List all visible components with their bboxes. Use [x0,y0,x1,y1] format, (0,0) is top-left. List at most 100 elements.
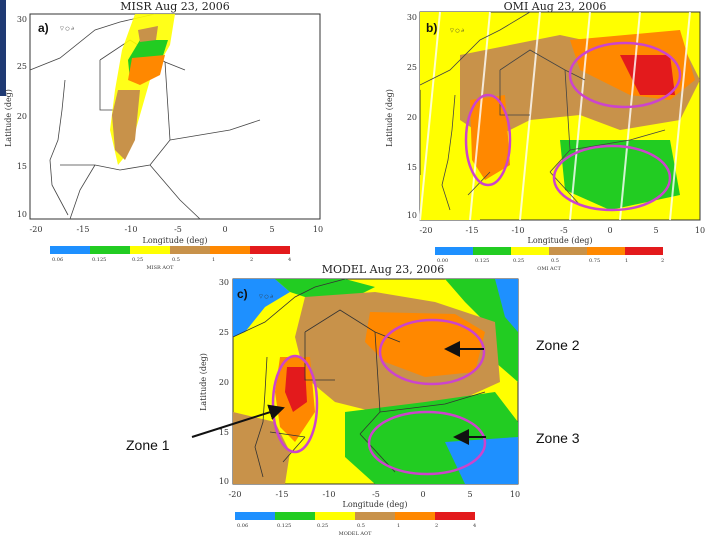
panel-b-coastline [419,11,531,211]
panel-b-colorbar: 0.00 0.125 0.25 0.5 0.75 1 2 OMI ACT [435,247,664,272]
panel-b-gap-1 [419,11,441,221]
panel-c-cb-brown [355,512,395,520]
panel-c-title: MODEL Aug 23, 2006 [322,263,444,276]
panel-c-cb-title: MODEL AOT [339,531,372,537]
panel-a-cb-tick-6: 2 [250,257,253,263]
panel-c-borders [269,309,486,473]
panel-b-gap-2 [469,11,491,221]
panel-c-field-green-ne [445,279,518,382]
panel-b-xtick-2: -15 [466,226,479,235]
panel-a-cb-tick-2: 0.125 [92,257,106,263]
panel-b-cb-tick-2: 0.125 [475,258,489,264]
panel-c-xtick-4: -5 [372,490,380,499]
panel-b-title: OMI Aug 23, 2006 [504,0,607,13]
panel-a-cb-tick-4: 0.5 [172,257,180,263]
panel-c-cb-green [275,512,315,520]
panel-a-ytick-5: 10 [17,210,27,219]
panel-c-cb-tick-3: 0.25 [317,523,328,529]
panel-b-cb-tick-6: 1 [625,258,628,264]
panel-a-coastline [29,13,156,216]
panel-a-ytick-2: 25 [17,62,27,71]
panel-c-ytick-2: 25 [219,328,229,337]
panel-b-borders [467,49,666,206]
panel-c-cb-tick-4: 0.5 [357,523,365,529]
panel-a-plot-area [29,13,321,220]
panel-a-xtick-6: 5 [269,225,274,234]
panel-a-swath-brown-north [138,26,158,42]
panel-c-field-red-w [285,367,307,412]
panel-b-cb-tick-5: 0.75 [589,258,600,264]
panel-b-xtick-5: 0 [607,226,612,235]
panel-c-north-mark: ▽ ○ ∂ [259,294,273,300]
panel-a-cb-blue [50,246,90,254]
panel-a-xlabel: Longitude (deg) [143,236,208,245]
panel-a-xtick-7: 10 [313,225,323,234]
panel-a-xtick-1: -20 [30,225,43,234]
panel-c-field-blue-nw [233,279,290,337]
panel-a-ytick-3: 20 [17,112,27,121]
panel-b-gap-3 [519,11,541,221]
panel-a-yticks: 30 25 20 15 10 [17,15,27,219]
panel-b-xtick-7: 10 [695,226,705,235]
panel-b-xtick-6: 5 [653,226,658,235]
panel-b-cb-red [625,247,663,255]
panel-c-cb-orange [395,512,435,520]
panel-c-cb-tick-5: 1 [397,523,400,529]
panel-c-zone1-ellipse [271,354,319,454]
panel-a-cb-tick-5: 1 [212,257,215,263]
panel-a-title: MISR Aug 23, 2006 [120,0,229,13]
panel-b-cb-orange [587,247,625,255]
panel-b-field-red-ne [620,55,675,95]
panel-c-cb-yellow [315,512,355,520]
slide-accent-bar [0,0,6,96]
panel-b-cb-yellow [511,247,549,255]
panel-c-svg: MODEL Aug 23, 2006 c) ▽ ○ ∂ -20 -15 -10 … [199,263,521,537]
panel-b-field-yellow-sw [420,175,480,220]
panel-a-cb-yellow [130,246,170,254]
panel-b-omi: OMI Aug 23, 2006 b) ▽ ○ ∂ -20 -15 -10 [380,0,710,275]
panel-b-cb-tick-3: 0.25 [513,258,524,264]
panel-b-north-mark: ▽ ○ ∂ [450,28,464,34]
panel-b-xtick-4: -5 [560,226,568,235]
panel-b-gap-4 [569,11,591,221]
panel-a-swath-brown [112,90,140,160]
panel-b-zone3-ellipse [552,144,672,212]
panel-a-cb-tick-7: 4 [288,257,291,263]
panel-b-gap-6 [669,11,691,221]
panel-b-gap-5 [619,11,641,221]
panel-a-xtick-3: -10 [125,225,138,234]
panel-b-cb-tick-4: 0.5 [551,258,559,264]
panel-b-ytick-4: 15 [407,163,417,172]
panel-a-xtick-5: 0 [222,225,227,234]
panel-b-ytick-3: 20 [407,113,417,122]
panel-a-swath-orange [128,55,165,85]
zone1-label: Zone 1 [126,437,170,453]
zone3-label: Zone 3 [536,430,580,446]
panel-c-xtick-3: -10 [323,490,336,499]
panel-c-ytick-3: 20 [219,378,229,387]
panel-c-ytick-5: 10 [219,477,229,486]
panel-a-misr: MISR Aug 23, 2006 a) ▽ ○ ∂ -20 -15 -10 -… [0,0,330,275]
panel-a-cb-tick-3: 0.25 [132,257,143,263]
panel-b-label: b) [426,21,437,35]
panel-b-swath-gaps [419,11,691,221]
panel-c-cb-tick-6: 2 [435,523,438,529]
panel-b-zone2-ellipse [568,41,682,109]
panel-c-cb-tick-1: 0.06 [237,523,248,529]
panel-a-xticks: -20 -15 -10 -5 0 5 10 [30,225,324,234]
panel-b-zone1-ellipse [464,93,512,187]
panel-a-ylabel: Latitude (deg) [4,89,13,147]
panel-c-cb-tick-7: 4 [473,523,476,529]
panel-c-cb-tick-2: 0.125 [277,523,291,529]
panel-c-xtick-7: 10 [510,490,520,499]
panel-b-ytick-2: 25 [407,63,417,72]
panel-b-cb-tick-7: 2 [661,258,664,264]
panel-a-cb-title: MISR AOT [147,265,175,271]
panel-b-field-green [560,140,680,210]
panel-c-xticks: -20 -15 -10 -5 0 5 10 [229,490,521,499]
panel-a-ytick-1: 30 [17,15,27,24]
panel-a-cb-brown [170,246,210,254]
panel-b-svg: OMI Aug 23, 2006 b) ▽ ○ ∂ -20 -15 -10 [385,0,706,272]
panel-b-xticks: -20 -15 -10 -5 0 5 10 [420,226,706,235]
panel-b-xlabel: Longitude (deg) [528,236,593,245]
